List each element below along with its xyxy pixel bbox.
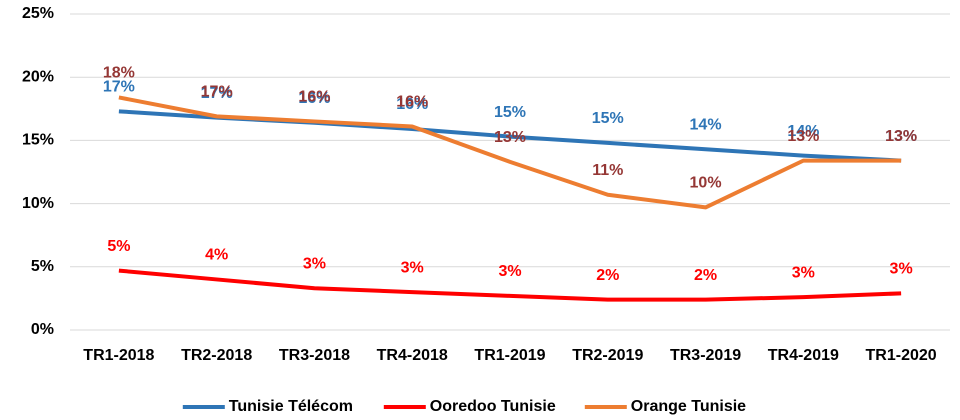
x-tick-label: TR4-2018 xyxy=(377,347,448,364)
data-label: 14% xyxy=(787,123,819,140)
x-tick-label: TR1-2018 xyxy=(83,347,154,364)
y-tick-label: 25% xyxy=(22,5,54,22)
y-tick-label: 20% xyxy=(22,68,54,85)
series-line xyxy=(118,95,902,210)
data-label: 4% xyxy=(205,247,228,264)
x-tick-label: TR1-2019 xyxy=(474,347,545,364)
data-label: 10% xyxy=(690,175,722,192)
y-tick-label: 5% xyxy=(31,258,54,275)
data-label: 13% xyxy=(885,128,917,145)
data-label: 13% xyxy=(885,128,917,145)
x-tick-label: TR2-2019 xyxy=(572,347,643,364)
y-tick-label: 10% xyxy=(22,195,54,212)
data-label: 17% xyxy=(201,85,233,102)
y-tick-label: 15% xyxy=(22,132,54,149)
data-label: 16% xyxy=(298,90,330,107)
y-tick-label: 0% xyxy=(31,321,54,338)
data-label: 5% xyxy=(107,238,130,255)
data-label: 17% xyxy=(103,79,135,96)
series-line xyxy=(118,268,902,302)
data-label: 2% xyxy=(596,267,619,284)
x-tick-label: TR2-2018 xyxy=(181,347,252,364)
data-label: 16% xyxy=(396,94,428,111)
x-tick-label: TR3-2018 xyxy=(279,347,350,364)
x-tick-label: TR1-2020 xyxy=(866,347,937,364)
data-label: 15% xyxy=(592,110,624,127)
legend-label: Tunisie Télécom xyxy=(229,398,353,415)
data-label: 3% xyxy=(401,259,424,276)
data-label: 3% xyxy=(792,264,815,281)
data-label: 13% xyxy=(787,128,819,145)
data-label: 16% xyxy=(298,89,330,106)
legend-label: Ooredoo Tunisie xyxy=(430,398,556,415)
data-label: 15% xyxy=(494,104,526,121)
data-label: 11% xyxy=(592,162,623,179)
x-tick-label: TR3-2019 xyxy=(670,347,741,364)
data-label: 13% xyxy=(494,129,526,146)
data-label: 16% xyxy=(396,96,428,113)
data-label: 3% xyxy=(890,261,913,278)
data-label: 18% xyxy=(103,65,135,82)
data-label: 3% xyxy=(303,256,326,273)
data-label: 17% xyxy=(201,84,233,101)
data-label: 3% xyxy=(498,263,521,280)
x-tick-label: TR4-2019 xyxy=(768,347,839,364)
data-label: 2% xyxy=(694,267,717,284)
data-label: 14% xyxy=(690,116,722,133)
legend-label: Orange Tunisie xyxy=(631,398,746,415)
